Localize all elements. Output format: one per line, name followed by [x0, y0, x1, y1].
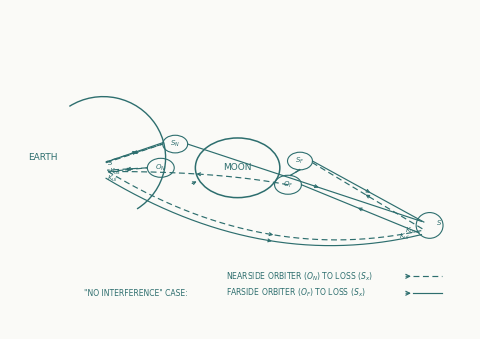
Text: $S_N$: $S_N$ — [170, 139, 180, 149]
Text: "NO INTERFERENCE" CASE:: "NO INTERFERENCE" CASE: — [84, 289, 188, 298]
Text: $S$: $S$ — [107, 158, 113, 167]
Text: $K_{us}$: $K_{us}$ — [405, 226, 417, 236]
Text: MOON: MOON — [223, 163, 252, 172]
Text: FARSIDE ORBITER ($O_F$) TO LOSS ($S_x$): FARSIDE ORBITER ($O_F$) TO LOSS ($S_x$) — [226, 287, 365, 299]
Text: $O_N$: $O_N$ — [156, 163, 166, 173]
Text: $O_F$: $O_F$ — [283, 180, 293, 190]
Text: $K_{ul}$: $K_{ul}$ — [107, 174, 118, 184]
Text: $K_{us}$: $K_{us}$ — [109, 167, 121, 177]
Text: $K_{ul}$: $K_{ul}$ — [399, 232, 410, 242]
Text: $S$: $S$ — [436, 218, 442, 226]
Text: NEARSIDE ORBITER ($O_N$) TO LOSS ($S_x$): NEARSIDE ORBITER ($O_N$) TO LOSS ($S_x$) — [226, 270, 372, 282]
Text: EARTH: EARTH — [28, 153, 58, 162]
Text: $S_F$: $S_F$ — [295, 156, 305, 166]
